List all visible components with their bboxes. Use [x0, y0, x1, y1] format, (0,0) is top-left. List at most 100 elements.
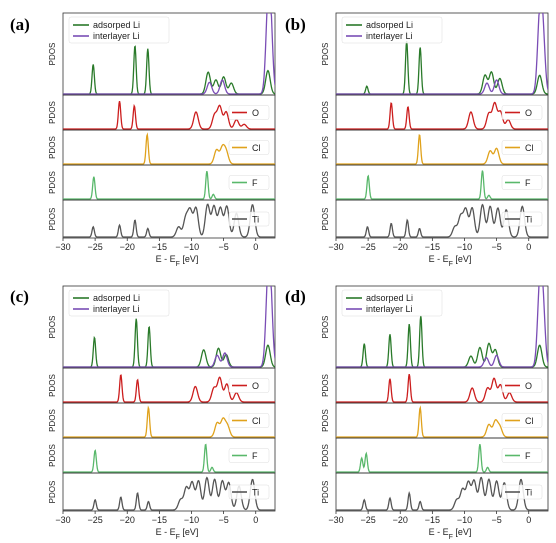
legend-label-Ti: Ti — [252, 488, 259, 498]
legend-label-adsorbed: adsorped Li — [93, 293, 140, 303]
pdos-line-O — [336, 101, 548, 130]
legend-box — [228, 413, 270, 428]
legend: Cl — [228, 140, 270, 155]
x-tick-label: 0 — [253, 515, 258, 525]
pdos-line-O — [63, 100, 275, 130]
pdos-line-Cl — [63, 132, 275, 165]
x-tick-label: −25 — [360, 242, 375, 252]
x-tick-label: −20 — [393, 242, 408, 252]
pdos-row-4: PDOS Ti — [48, 472, 276, 512]
pdos-row-1: PDOS O — [321, 94, 549, 131]
legend-box — [228, 140, 270, 155]
legend-label-Cl: Cl — [525, 143, 534, 153]
ylabel: PDOS — [48, 481, 57, 504]
legend-box — [228, 378, 270, 393]
legend-label-Ti: Ti — [252, 215, 259, 225]
legend-label-interlayer: interlayer Li — [93, 31, 140, 41]
ylabel: PDOS — [48, 101, 57, 124]
pdos-row-1: PDOS O — [48, 94, 276, 131]
legend-label-F: F — [252, 178, 258, 188]
legend-box — [501, 211, 543, 227]
legend-label-F: F — [525, 451, 531, 461]
x-tick-label: −20 — [120, 515, 135, 525]
pdos-line-Cl — [63, 405, 275, 438]
legend: F — [228, 175, 270, 190]
legend: Cl — [228, 413, 270, 428]
legend-box — [228, 211, 270, 227]
x-tick-label: −10 — [184, 242, 199, 252]
legend-box — [501, 175, 543, 190]
x-tick-label: −5 — [218, 242, 228, 252]
legend: F — [501, 175, 543, 190]
row-frame — [335, 199, 549, 239]
legend-box — [501, 484, 543, 500]
ylabel: PDOS — [321, 136, 330, 159]
legend-label-interlayer: interlayer Li — [366, 31, 413, 41]
panel-label: (c) — [10, 287, 29, 306]
pdos-line-adsorbed — [63, 45, 275, 95]
pdos-line-Ti — [63, 203, 275, 238]
pdos-line-Ti — [336, 203, 548, 238]
ylabel: PDOS — [321, 43, 330, 66]
x-tick-label: −25 — [360, 515, 375, 525]
ylabel: PDOS — [321, 374, 330, 397]
pdos-row-2: PDOS Cl — [48, 129, 276, 166]
x-axis-label: E - EF [eV] — [429, 254, 472, 268]
x-tick-label: −30 — [55, 515, 70, 525]
ylabel: PDOS — [321, 208, 330, 231]
ylabel: PDOS — [321, 444, 330, 467]
pdos-line-F — [63, 170, 275, 200]
x-tick-label: −5 — [218, 515, 228, 525]
pdos-line-adsorbed — [63, 318, 275, 368]
legend-label-O: O — [252, 108, 259, 118]
pdos-line-F — [336, 443, 548, 473]
panel-label: (d) — [285, 287, 306, 306]
pdos-row-2: PDOS Cl — [48, 402, 276, 439]
ylabel: PDOS — [321, 171, 330, 194]
pdos-row-3: PDOS F — [48, 437, 276, 474]
x-tick-label: −30 — [328, 515, 343, 525]
legend-label-Ti: Ti — [525, 215, 532, 225]
ylabel: PDOS — [321, 101, 330, 124]
legend: Cl — [501, 413, 543, 428]
x-tick-label: −15 — [425, 242, 440, 252]
panel-label: (a) — [10, 15, 30, 34]
x-tick-label: −5 — [491, 515, 501, 525]
x-tick-label: −15 — [425, 515, 440, 525]
ylabel: PDOS — [321, 316, 330, 339]
x-axis-label: E - EF [eV] — [429, 527, 472, 541]
legend-label-F: F — [252, 451, 258, 461]
legend: Ti — [228, 484, 270, 500]
x-tick-label: −10 — [457, 242, 472, 252]
x-tick-label: −15 — [152, 242, 167, 252]
pdos-line-interlayer — [63, 286, 275, 368]
x-tick-label: 0 — [253, 242, 258, 252]
pdos-line-O — [63, 374, 275, 403]
pdos-row-4: PDOS Ti — [321, 199, 549, 239]
legend-box — [501, 413, 543, 428]
ylabel: PDOS — [48, 43, 57, 66]
legend-box — [341, 16, 443, 44]
ylabel: PDOS — [48, 136, 57, 159]
x-tick-label: −30 — [55, 242, 70, 252]
legend-box — [501, 105, 543, 120]
legend-label-interlayer: interlayer Li — [93, 304, 140, 314]
legend-box — [68, 16, 170, 44]
pdos-line-adsorbed — [336, 40, 548, 95]
pdos-line-Cl — [336, 134, 548, 165]
row-frame — [335, 472, 549, 512]
panel-label: (b) — [285, 15, 306, 34]
pdos-line-interlayer — [336, 286, 548, 368]
x-axis: −30 −25 −20 −15 −10 −5 0 E - EF [eV] — [55, 511, 258, 541]
x-tick-label: −25 — [87, 515, 102, 525]
